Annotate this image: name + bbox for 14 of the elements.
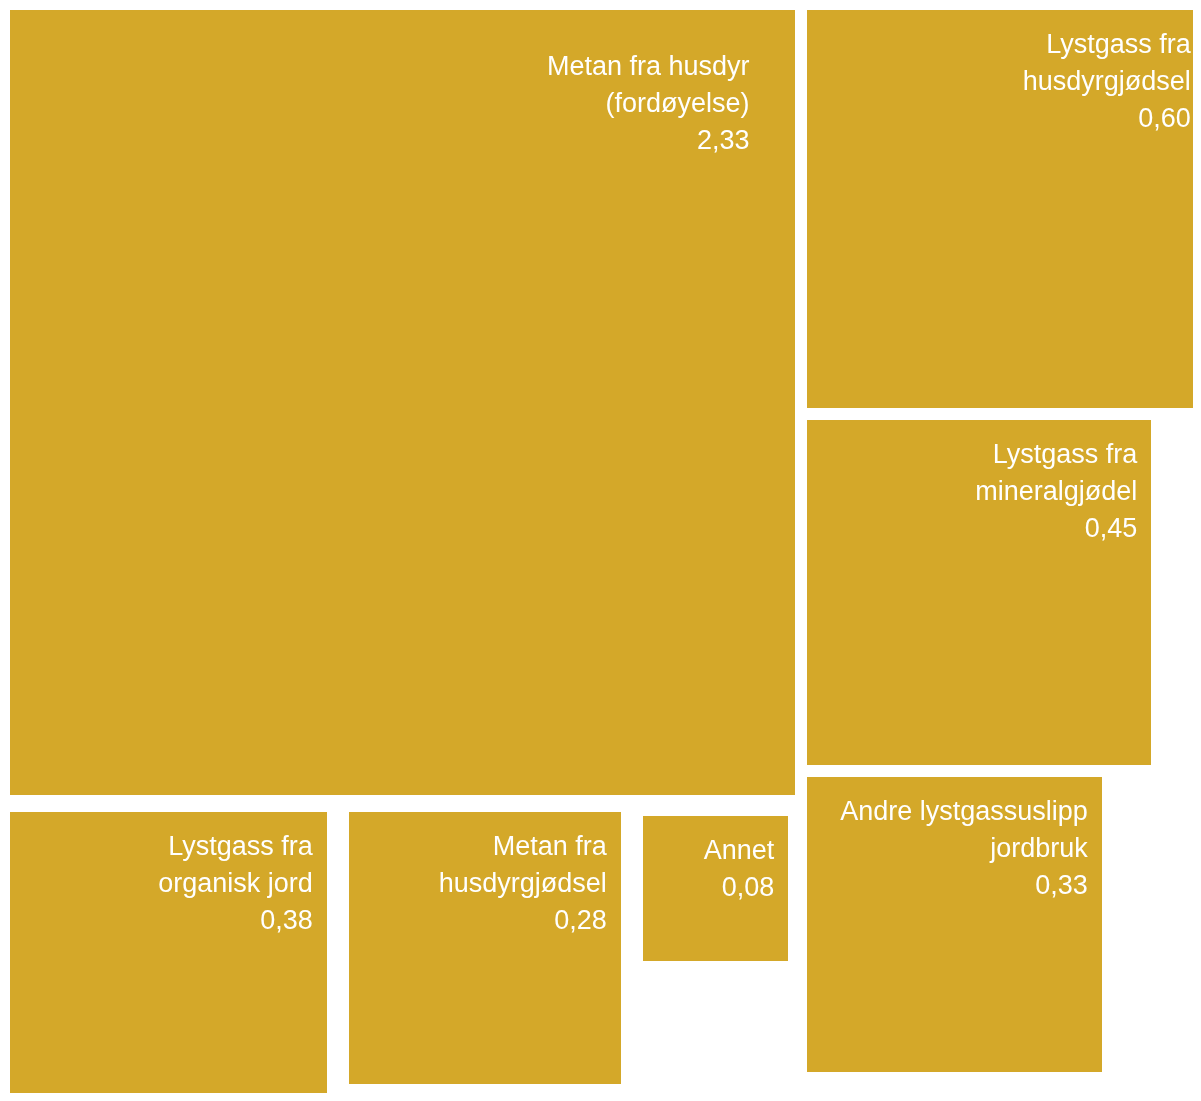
category-label: Metan fra husdyr (fordøyelse) [546,50,750,120]
category-label: Lystgass fra mineralgjødel [974,438,1138,509]
data-label: 0,28 [553,903,607,937]
data-label: 0,60 [1137,102,1191,135]
category-label: Lystgass fra husdyrgjødsel [1021,28,1191,98]
category-label: Annet [703,833,775,867]
data-label: 0,08 [720,870,775,904]
data-label: 0,45 [1083,512,1138,546]
category-label: Andre lystgassuslipp jordbruk [839,794,1088,865]
category-label: Lystgass fra organisk jord [157,829,313,900]
data-label: 0,38 [259,903,313,937]
data-label: 2,33 [696,124,750,157]
category-label: Metan fra husdyrgjødsel [437,829,607,900]
data-label: 0,33 [1034,868,1088,902]
